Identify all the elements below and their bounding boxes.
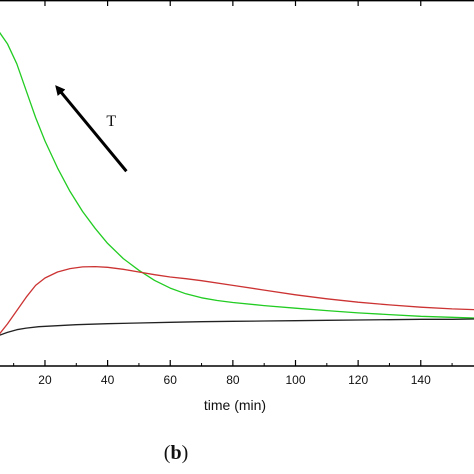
x-tick-label: 20 (38, 373, 52, 387)
panel-label-open: ( (164, 442, 171, 464)
x-tick-label: 100 (285, 373, 305, 387)
series-line-1 (0, 31, 474, 319)
x-tick-label: 40 (101, 373, 115, 387)
x-tick-label: 120 (348, 373, 368, 387)
x-tick-label: 60 (164, 373, 178, 387)
annotation-label: T (106, 113, 116, 130)
series-line-2 (0, 265, 474, 335)
x-tick-label: 140 (411, 373, 431, 387)
plot-frame (0, 0, 474, 367)
tick-layer: 20 40 60 80 100 120 140 (13, 0, 453, 387)
annotation-layer: T (55, 85, 128, 173)
panel-label-letter: b (170, 442, 181, 464)
trend-arrow (55, 85, 128, 173)
series-line-3 (0, 318, 474, 336)
series-layer (0, 31, 474, 336)
panel-label-close: ) (182, 442, 189, 464)
panel-label: (b) (164, 442, 188, 464)
x-axis-label: time (min) (204, 397, 266, 413)
x-tick-label: 80 (226, 373, 240, 387)
